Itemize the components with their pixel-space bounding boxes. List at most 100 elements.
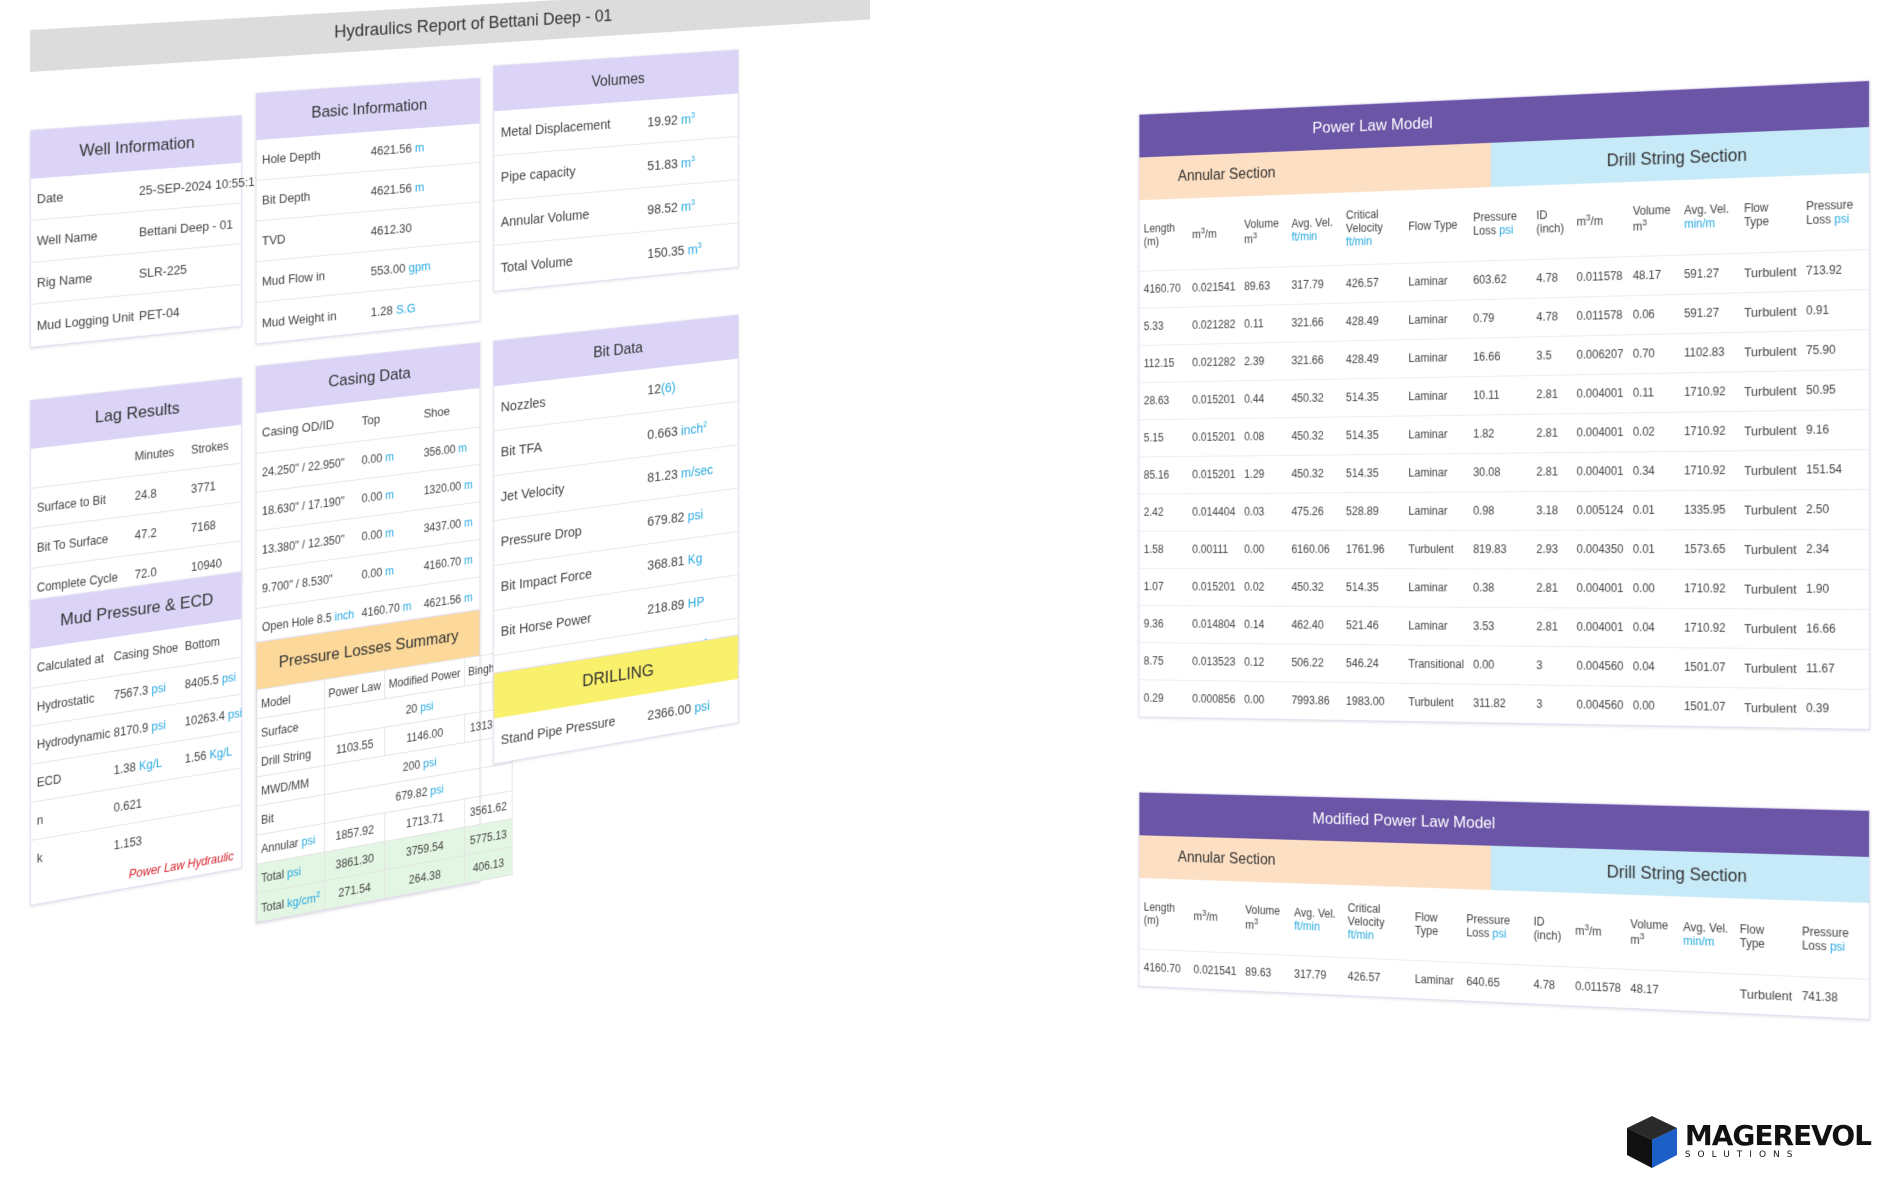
casing-od-id: 13.380" / 12.350": [257, 530, 357, 557]
cell: 8405.5 psi: [179, 669, 241, 692]
cell: 0.06: [1628, 294, 1679, 334]
basic-information-panel: Basic Information Hole Depth 4621.56 m Bit…: [256, 78, 481, 345]
row-label: Stand Pipe Pressure: [494, 709, 643, 749]
cell: 4160.70 m: [356, 598, 418, 620]
row-label: Mud Logging Unit: [31, 309, 133, 334]
cell: 1710.92: [1679, 450, 1739, 490]
column-header: Pressure Loss psi: [1797, 901, 1869, 979]
cell: 0.005124: [1572, 491, 1628, 530]
cell: Minutes: [129, 443, 185, 463]
column-header: Flow Type: [1410, 887, 1461, 962]
row-label: Nozzles: [494, 383, 643, 416]
cell: Turbulent: [1739, 489, 1801, 529]
cell: 713.92: [1801, 249, 1869, 291]
table-row: 2.42 0.014404 0.03 475.26 528.89 Laminar 0.98 3…: [1139, 489, 1869, 531]
cell: 16.66: [1469, 336, 1532, 376]
cell: 4160.70: [1139, 269, 1187, 308]
cell: 0.00: [1469, 645, 1532, 684]
report-title: Hydraulics Report of Bettani Deep - 01: [30, 0, 870, 72]
column-header: ID (inch): [1529, 891, 1571, 966]
cell: 6160.06: [1287, 530, 1342, 568]
cell: 0.621: [108, 790, 179, 816]
cell: 89.63: [1240, 266, 1287, 305]
cell: 0.004001: [1572, 607, 1628, 646]
column-header: Avg. Vel. ft/min: [1287, 193, 1342, 267]
cell: Bit To Surface: [31, 529, 129, 556]
cell: 591.27: [1679, 292, 1739, 333]
cell: 1501.07: [1679, 647, 1739, 687]
cell: [179, 824, 241, 835]
row-label: Well Name: [31, 225, 133, 249]
cell: Calculated at: [31, 650, 108, 675]
volumes-panel: Volumes Metal Displacement 19.92 m3 Pipe c…: [493, 49, 739, 292]
table-row: 1.58 0.00111 0.00 6160.06 1761.96 Turbulent 81…: [1139, 529, 1869, 569]
cell: 48.17: [1626, 969, 1679, 1010]
cell: 0.004001: [1572, 412, 1628, 452]
cell: 3771: [185, 476, 240, 496]
cell: 311.82: [1469, 684, 1532, 724]
cell: Laminar: [1404, 299, 1469, 339]
cell: 1320.00 m: [418, 477, 479, 498]
cell: 1.58: [1139, 531, 1187, 568]
cell: 0.004560: [1572, 646, 1628, 686]
cell: 0.34: [1628, 451, 1679, 491]
cell: 3.53: [1469, 607, 1532, 646]
column-header: Volume m3: [1626, 895, 1679, 971]
cell: 475.26: [1287, 492, 1342, 530]
cell: 0.015201: [1188, 380, 1240, 418]
row-label: Mud Weight in: [257, 305, 366, 330]
row-label: Pressure Drop: [494, 515, 643, 551]
row-value: 98.52 m3: [643, 193, 738, 218]
cell: 112.15: [1139, 344, 1187, 382]
cell: Laminar: [1404, 415, 1469, 454]
cell: 450.32: [1287, 379, 1342, 418]
cell: Top: [356, 407, 418, 428]
column-header: m3/m: [1570, 893, 1625, 969]
cell: 0.14: [1240, 606, 1287, 644]
cell: 450.32: [1287, 568, 1342, 606]
cell: 514.35: [1342, 454, 1404, 493]
cell: Laminar: [1404, 453, 1469, 492]
cell: Shoe: [418, 400, 479, 421]
cell: 1.56 Kg/L: [179, 743, 241, 767]
cell: 1.07: [1139, 568, 1187, 605]
column-header: ID (inch): [1532, 184, 1572, 259]
cell: 0.39: [1801, 688, 1869, 729]
cell: Laminar: [1404, 338, 1469, 378]
cell: 426.57: [1342, 263, 1404, 303]
row-label: Date: [31, 184, 133, 207]
cell: Turbulent: [1739, 569, 1801, 609]
row-label: Mud Flow in: [257, 265, 366, 290]
cell: 819.83: [1469, 530, 1532, 569]
cell: Turbulent: [1739, 331, 1801, 372]
cell: 0.02: [1240, 568, 1287, 606]
pressure-losses-table: Model Power Law Modified Power Bingham S…: [257, 650, 513, 923]
cell: 7993.86: [1287, 681, 1342, 720]
cell: 4.78: [1532, 297, 1572, 337]
column-header: Flow Type: [1739, 176, 1801, 253]
cell: 151.54: [1801, 449, 1869, 489]
well-information-panel: Well Information Date 25-SEP-2024 10:55:1…: [30, 115, 242, 348]
cell: 450.32: [1287, 454, 1342, 492]
cell: 8.75: [1139, 642, 1187, 680]
column-header: Flow Type: [1735, 898, 1797, 976]
cell: 1102.83: [1679, 332, 1739, 373]
cell: 462.40: [1287, 606, 1342, 644]
cell: 0.02: [1628, 412, 1679, 452]
column-header: Length (m): [1139, 878, 1189, 951]
cell: 3.18: [1532, 491, 1572, 530]
row-value: 4612.30: [365, 215, 479, 239]
cell: 2.34: [1801, 529, 1869, 569]
cell: 4621.56 m: [418, 590, 479, 612]
cell: 321.66: [1287, 303, 1342, 342]
cell: 0.011578: [1572, 256, 1628, 297]
cell: 4160.70 m: [418, 552, 479, 574]
cell: 11.67: [1801, 648, 1869, 689]
cell: 1.82: [1469, 414, 1532, 453]
column-header: Pressure Loss psi: [1801, 173, 1869, 251]
column-header: m3/m: [1189, 880, 1241, 953]
cell: 428.49: [1342, 301, 1404, 341]
mud-pressure-panel: Mud Pressure & ECD Calculated at Casing S…: [30, 571, 242, 906]
cell: 30.08: [1469, 452, 1532, 491]
cell: 85.16: [1139, 456, 1187, 494]
